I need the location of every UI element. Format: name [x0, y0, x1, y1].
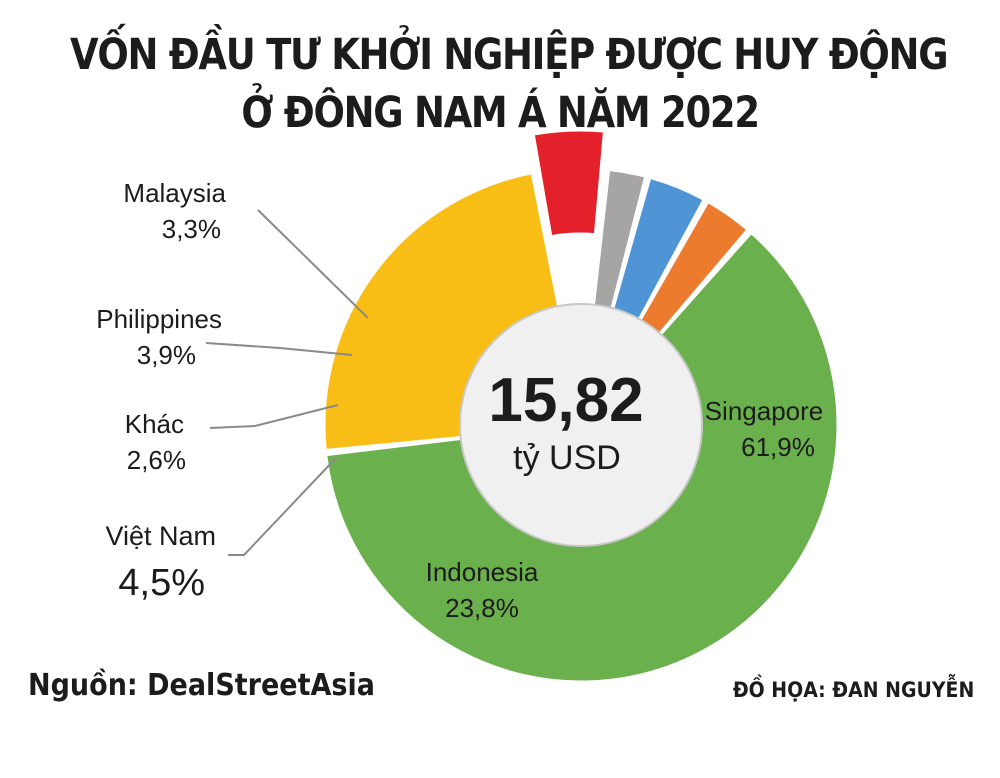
slice-value-vietnam: 4,5%	[118, 562, 205, 604]
center-value: 15,82	[488, 366, 643, 435]
slice-name-philippines: Philippines	[96, 304, 222, 334]
slice-value-indonesia: 23,8%	[445, 593, 519, 623]
chart-title-line-1: VỐN ĐẦU TƯ KHỞI NGHIỆP ĐƯỢC HUY ĐỘNG	[70, 30, 949, 80]
leader-line-malaysia	[257, 209, 369, 319]
graphic-credit: ĐỒ HỌA: ĐAN NGUYỄN	[732, 678, 974, 702]
leader-line-philippines	[205, 342, 353, 356]
slice-name-khac: Khác	[125, 409, 184, 439]
leader-line-vietnam	[228, 457, 337, 556]
slice-value-khac: 2,6%	[127, 445, 186, 475]
slice-name-vietnam: Việt Nam	[105, 521, 216, 551]
slice-value-singapore: 61,9%	[741, 432, 815, 462]
slice-value-malaysia: 3,3%	[162, 214, 221, 244]
donut-slices	[324, 130, 838, 682]
leader-lines	[205, 209, 369, 556]
slice-viet-nam	[533, 130, 604, 237]
slice-value-philippines: 3,9%	[137, 340, 196, 370]
donut-center	[459, 303, 703, 547]
center-unit: tỷ USD	[513, 439, 621, 477]
source-note: Nguồn: DealStreetAsia	[28, 668, 375, 703]
chart-title: VỐN ĐẦU TƯ KHỞI NGHIỆP ĐƯỢC HUY ĐỘNG Ở Đ…	[70, 26, 949, 142]
chart-title-line-2: Ở ĐÔNG NAM Á NĂM 2022	[241, 88, 760, 138]
slice-name-malaysia: Malaysia	[123, 178, 226, 208]
leader-line-khac	[209, 404, 339, 429]
slice-name-singapore: Singapore	[705, 396, 824, 426]
slice-name-indonesia: Indonesia	[426, 557, 539, 587]
